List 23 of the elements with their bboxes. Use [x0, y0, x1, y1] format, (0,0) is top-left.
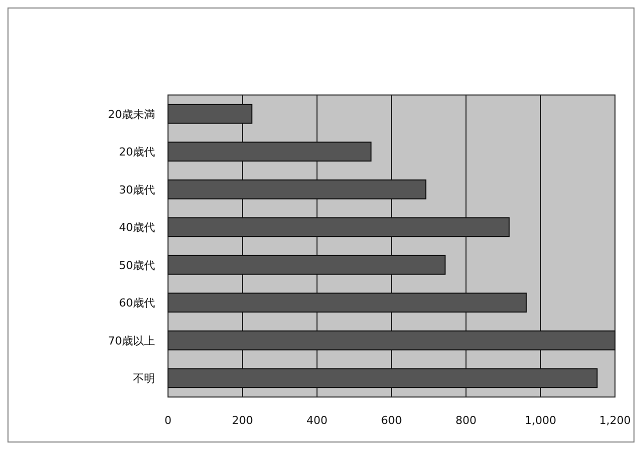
bar [168, 368, 598, 388]
bar [168, 104, 252, 124]
x-tick-label: 200 [232, 414, 253, 427]
x-tick-label: 1,200 [599, 414, 631, 427]
bar [168, 330, 616, 350]
y-tick-label: 60歳代 [119, 296, 155, 310]
bar [168, 217, 510, 238]
y-tick-label: 不明 [133, 372, 155, 386]
y-tick-label: 20歳未満 [108, 108, 155, 121]
x-tick-label: 400 [306, 414, 328, 427]
x-tick-label: 800 [456, 414, 476, 427]
bar [168, 292, 527, 313]
bar [168, 179, 426, 200]
x-tick-label: 1,000 [524, 414, 556, 427]
x-tick-label: 0 [164, 414, 172, 427]
x-tick-label: 600 [381, 414, 402, 427]
y-tick-label: 70歳以上 [108, 334, 155, 348]
y-tick-label: 40歳代 [119, 221, 155, 234]
y-tick-label: 30歳代 [119, 183, 155, 196]
y-tick-label: 50歳代 [119, 258, 155, 272]
bar [168, 142, 372, 162]
bar [168, 254, 446, 275]
y-tick-label: 20歳代 [119, 146, 155, 159]
